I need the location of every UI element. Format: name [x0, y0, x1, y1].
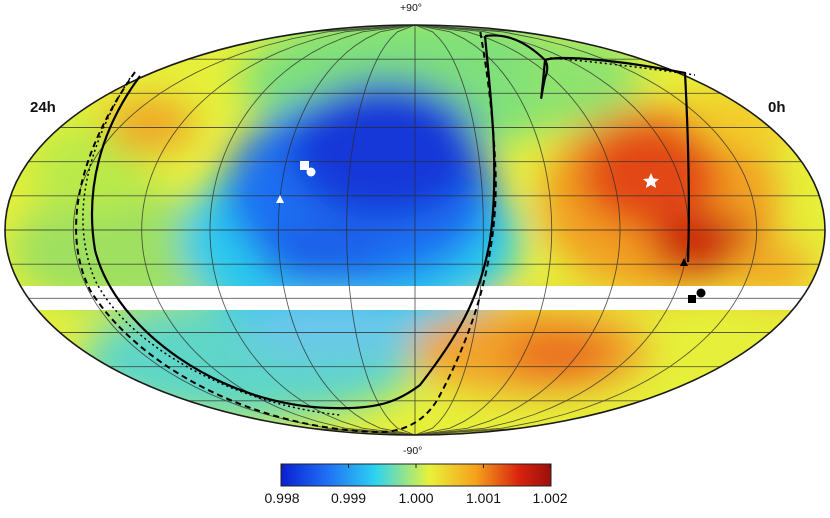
colorbar-tick-label: 0.998	[264, 490, 300, 506]
white-star-marker	[643, 173, 659, 188]
grid-meridian	[72, 25, 416, 435]
white-square-marker	[300, 161, 309, 170]
anisotropy-field	[10, 25, 815, 420]
white-circle-marker	[306, 167, 316, 177]
grid-meridian	[277, 25, 416, 435]
black-triangle-marker	[680, 258, 688, 266]
grid-meridian	[346, 25, 416, 435]
white-triangle-marker	[276, 195, 284, 203]
grid-meridian	[141, 25, 416, 435]
dotted-contour-left	[82, 77, 341, 416]
solid-contour-left	[90, 35, 496, 410]
ra-label-left: 24h	[30, 99, 56, 116]
black-square-marker	[688, 295, 696, 303]
dec-label-top: +90°	[400, 2, 423, 14]
grid-meridian	[414, 25, 484, 435]
colorbar-ticks	[281, 464, 551, 468]
colorbar-tick-label: 1.000	[398, 490, 434, 506]
colorbar-tick-label: 1.002	[532, 490, 568, 506]
solid-contour-right	[484, 34, 690, 263]
grid-meridian	[414, 25, 553, 435]
grid-meridian	[209, 25, 416, 435]
colorbar-tick-label: 1.001	[465, 490, 502, 506]
ra-label-right: 0h	[768, 99, 786, 116]
colorbar-tick-label: 0.999	[330, 490, 367, 506]
black-circle-marker	[696, 288, 706, 298]
grid-meridian	[414, 25, 758, 435]
dec-label-bottom: -90°	[403, 445, 423, 457]
grid-meridian	[414, 25, 621, 435]
dashed-contour-left	[75, 29, 497, 434]
map-outline	[4, 24, 826, 436]
